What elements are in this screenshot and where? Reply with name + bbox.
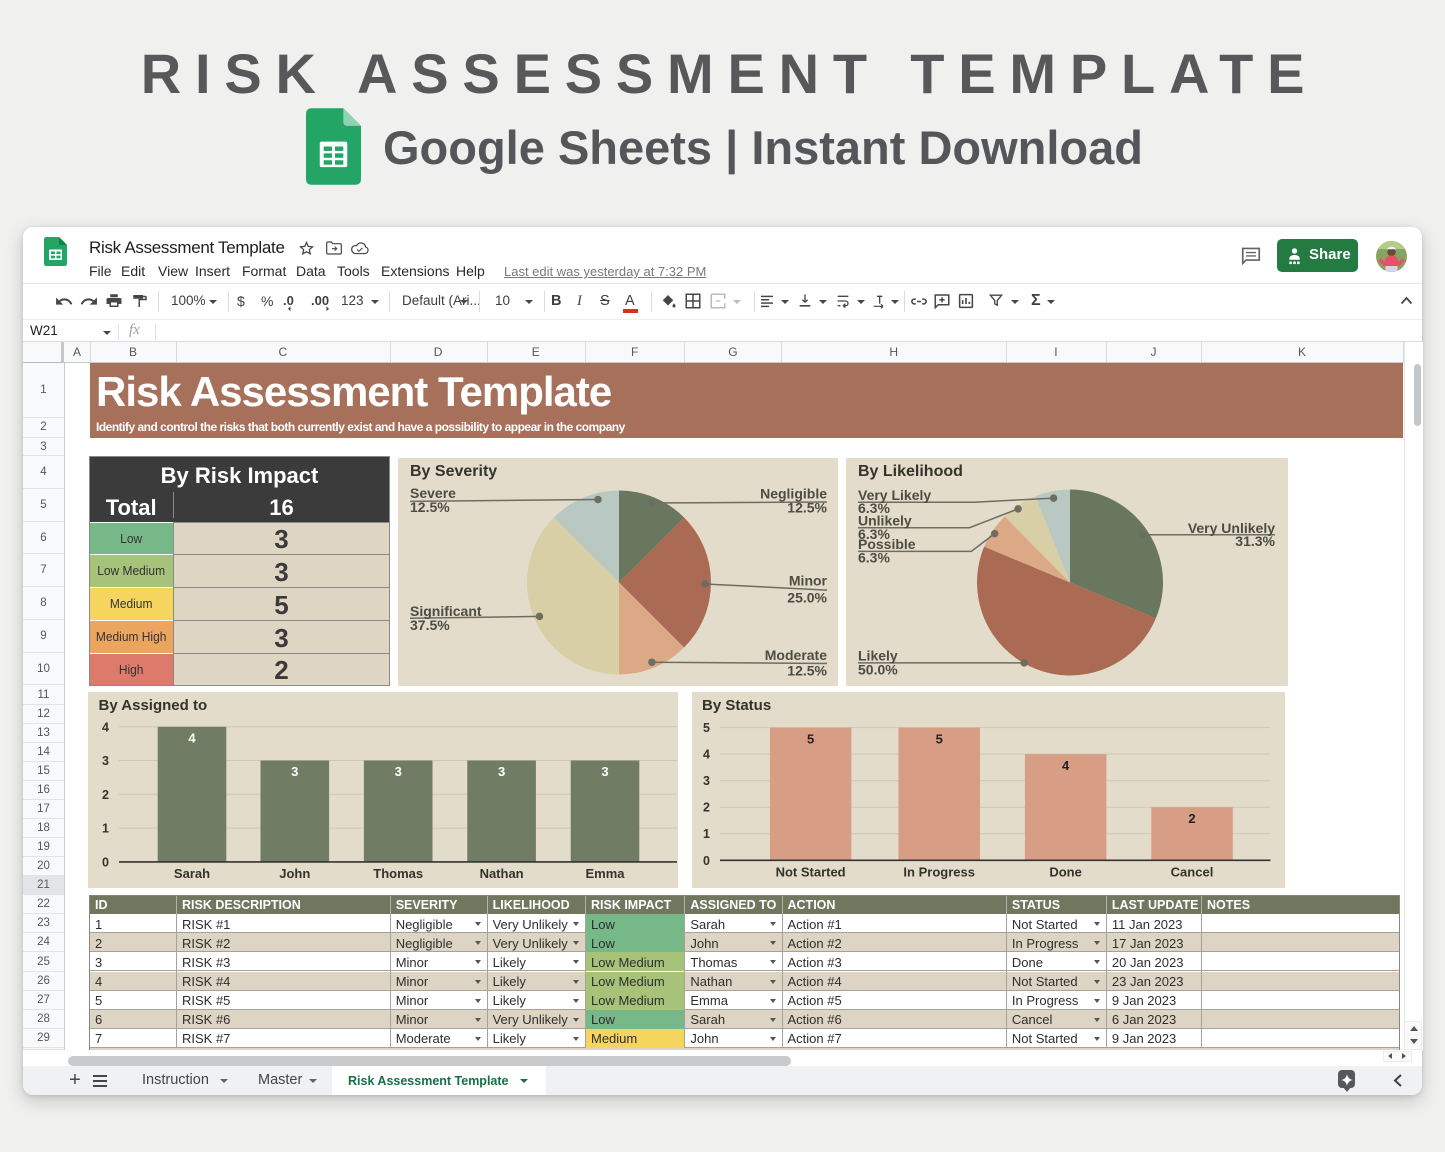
svg-text:Severe: Severe: [410, 485, 456, 501]
svg-text:50.0%: 50.0%: [858, 661, 898, 677]
svg-text:Unlikely: Unlikely: [858, 512, 912, 528]
svg-text:Emma: Emma: [585, 865, 625, 880]
svg-text:John: John: [279, 865, 310, 880]
svg-text:Cancel: Cancel: [1170, 864, 1213, 879]
svg-text:6.3%: 6.3%: [858, 549, 890, 565]
svg-text:3: 3: [498, 764, 505, 779]
svg-text:37.5%: 37.5%: [410, 616, 450, 632]
svg-text:Significant: Significant: [410, 603, 482, 619]
svg-text:25.0%: 25.0%: [787, 589, 827, 605]
svg-text:31.3%: 31.3%: [1235, 533, 1275, 549]
svg-text:4: 4: [1061, 758, 1069, 773]
svg-text:3: 3: [703, 774, 710, 788]
svg-text:6.3%: 6.3%: [858, 500, 890, 516]
svg-text:4: 4: [188, 730, 196, 745]
svg-text:3: 3: [291, 764, 298, 779]
svg-text:2: 2: [703, 800, 710, 814]
svg-text:Done: Done: [1049, 864, 1082, 879]
svg-text:0: 0: [102, 855, 109, 869]
svg-text:Minor: Minor: [789, 572, 828, 588]
svg-text:Possible: Possible: [858, 536, 916, 552]
svg-text:2: 2: [1188, 811, 1195, 826]
svg-text:5: 5: [703, 721, 710, 735]
svg-text:1: 1: [703, 827, 710, 841]
svg-text:Nathan: Nathan: [480, 865, 524, 880]
svg-text:0: 0: [703, 853, 710, 867]
svg-text:12.5%: 12.5%: [787, 662, 827, 678]
svg-text:3: 3: [102, 754, 109, 768]
svg-text:In Progress: In Progress: [903, 864, 975, 879]
svg-text:5: 5: [935, 731, 942, 746]
svg-text:Negligible: Negligible: [760, 485, 827, 501]
svg-text:12.5%: 12.5%: [410, 499, 450, 515]
svg-text:3: 3: [601, 764, 608, 779]
svg-text:Thomas: Thomas: [373, 865, 423, 880]
svg-text:4: 4: [703, 747, 710, 761]
svg-text:Not Started: Not Started: [775, 864, 845, 879]
svg-text:Sarah: Sarah: [174, 865, 210, 880]
svg-text:1: 1: [102, 821, 109, 835]
svg-text:Very Likely: Very Likely: [858, 487, 931, 503]
svg-text:3: 3: [395, 764, 402, 779]
svg-text:Very Unlikely: Very Unlikely: [1188, 519, 1275, 535]
svg-text:12.5%: 12.5%: [787, 499, 827, 515]
svg-text:Likely: Likely: [858, 647, 898, 663]
svg-text:Moderate: Moderate: [765, 647, 827, 663]
svg-text:6.3%: 6.3%: [858, 526, 890, 542]
svg-text:5: 5: [806, 731, 813, 746]
svg-text:2: 2: [102, 787, 109, 801]
svg-text:4: 4: [102, 720, 109, 734]
